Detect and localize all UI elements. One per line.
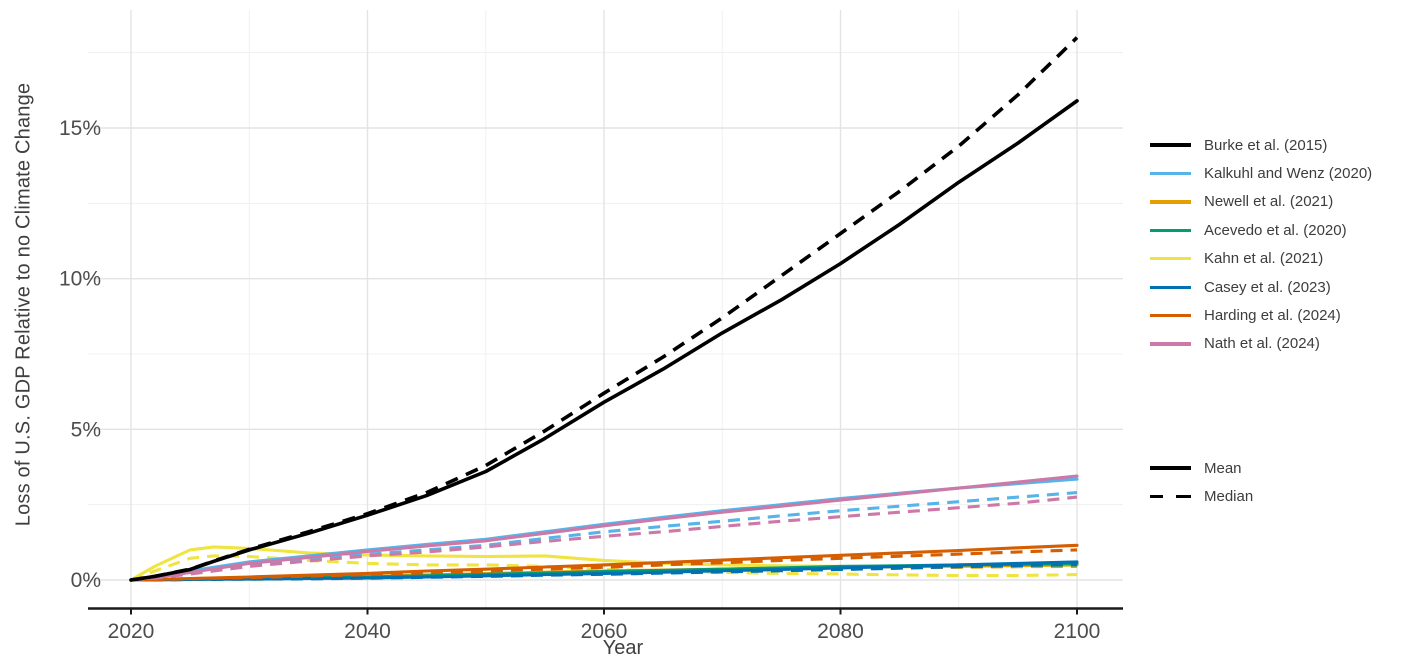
x-tick-label: 2060 bbox=[581, 620, 628, 643]
legend-label: Mean bbox=[1204, 459, 1242, 477]
y-tick-label: 15% bbox=[59, 117, 101, 140]
legend-key-harding-et-al-2024 bbox=[1150, 313, 1191, 318]
y-tick-label: 10% bbox=[59, 268, 101, 291]
legend-key-median bbox=[1150, 494, 1191, 499]
legend-key-kalkuhl-and-wenz-2020 bbox=[1150, 171, 1191, 176]
x-tick-label: 2040 bbox=[344, 620, 391, 643]
legend-label: Newell et al. (2021) bbox=[1204, 193, 1334, 211]
x-tick-label: 2100 bbox=[1054, 620, 1101, 643]
legend-label: Median bbox=[1204, 488, 1254, 506]
legend-item-median: Median bbox=[1150, 482, 1253, 510]
x-tick-label: 2020 bbox=[108, 620, 155, 643]
legend-label: Acevedo et al. (2020) bbox=[1204, 221, 1347, 239]
legend-label: Nath et al. (2024) bbox=[1204, 335, 1320, 353]
legend-label: Harding et al. (2024) bbox=[1204, 307, 1341, 325]
series-line-kahn-et-al-2021-median bbox=[130, 554, 1078, 582]
legend-label: Kahn et al. (2021) bbox=[1204, 250, 1324, 268]
series-line-nath-et-al-2024-median bbox=[130, 495, 1078, 582]
legend-item-kahn-et-al-2021: Kahn et al. (2021) bbox=[1150, 245, 1372, 273]
legend-item-nath-et-al-2024: Nath et al. (2024) bbox=[1150, 330, 1372, 358]
series-line-burke-et-al-2015-median bbox=[130, 36, 1079, 582]
legend-key-casey-et-al-2023 bbox=[1150, 285, 1191, 289]
legend-item-kalkuhl-and-wenz-2020: Kalkuhl and Wenz (2020) bbox=[1150, 159, 1372, 187]
series-line-burke-et-al-2015-mean bbox=[129, 99, 1079, 582]
legend-statistic: Mean Median bbox=[1150, 454, 1253, 511]
legend-key-burke-et-al-2015 bbox=[1150, 143, 1191, 148]
series-line-nath-et-al-2024-mean bbox=[129, 474, 1079, 582]
x-axis-title: Year bbox=[602, 637, 644, 659]
legend-key-mean bbox=[1150, 466, 1191, 471]
legend-studies: Burke et al. (2015) Kalkuhl and Wenz (202… bbox=[1150, 131, 1372, 358]
y-axis-title: Loss of U.S. GDP Relative to no Climate … bbox=[12, 82, 35, 527]
legend-key-nath-et-al-2024 bbox=[1150, 342, 1191, 346]
legend-item-acevedo-et-al-2020: Acevedo et al. (2020) bbox=[1150, 216, 1372, 244]
legend-item-mean: Mean bbox=[1150, 454, 1253, 482]
series-line-harding-et-al-2024-mean bbox=[129, 543, 1079, 582]
legend-item-burke-et-al-2015: Burke et al. (2015) bbox=[1150, 131, 1372, 159]
y-tick-label: 0% bbox=[71, 569, 101, 592]
legend-item-harding-et-al-2024: Harding et al. (2024) bbox=[1150, 301, 1372, 329]
legend-label: Kalkuhl and Wenz (2020) bbox=[1204, 165, 1373, 183]
legend-label: Casey et al. (2023) bbox=[1204, 278, 1331, 296]
legend-item-casey-et-al-2023: Casey et al. (2023) bbox=[1150, 273, 1372, 301]
legend-key-kahn-et-al-2021 bbox=[1150, 257, 1191, 261]
legend-item-newell-et-al-2021: Newell et al. (2021) bbox=[1150, 188, 1372, 216]
x-tick-label: 2080 bbox=[817, 620, 864, 643]
legend-key-acevedo-et-al-2020 bbox=[1150, 228, 1191, 232]
y-tick-label: 5% bbox=[71, 418, 101, 441]
legend-key-newell-et-al-2021 bbox=[1150, 200, 1191, 204]
legend-label: Burke et al. (2015) bbox=[1204, 136, 1328, 154]
